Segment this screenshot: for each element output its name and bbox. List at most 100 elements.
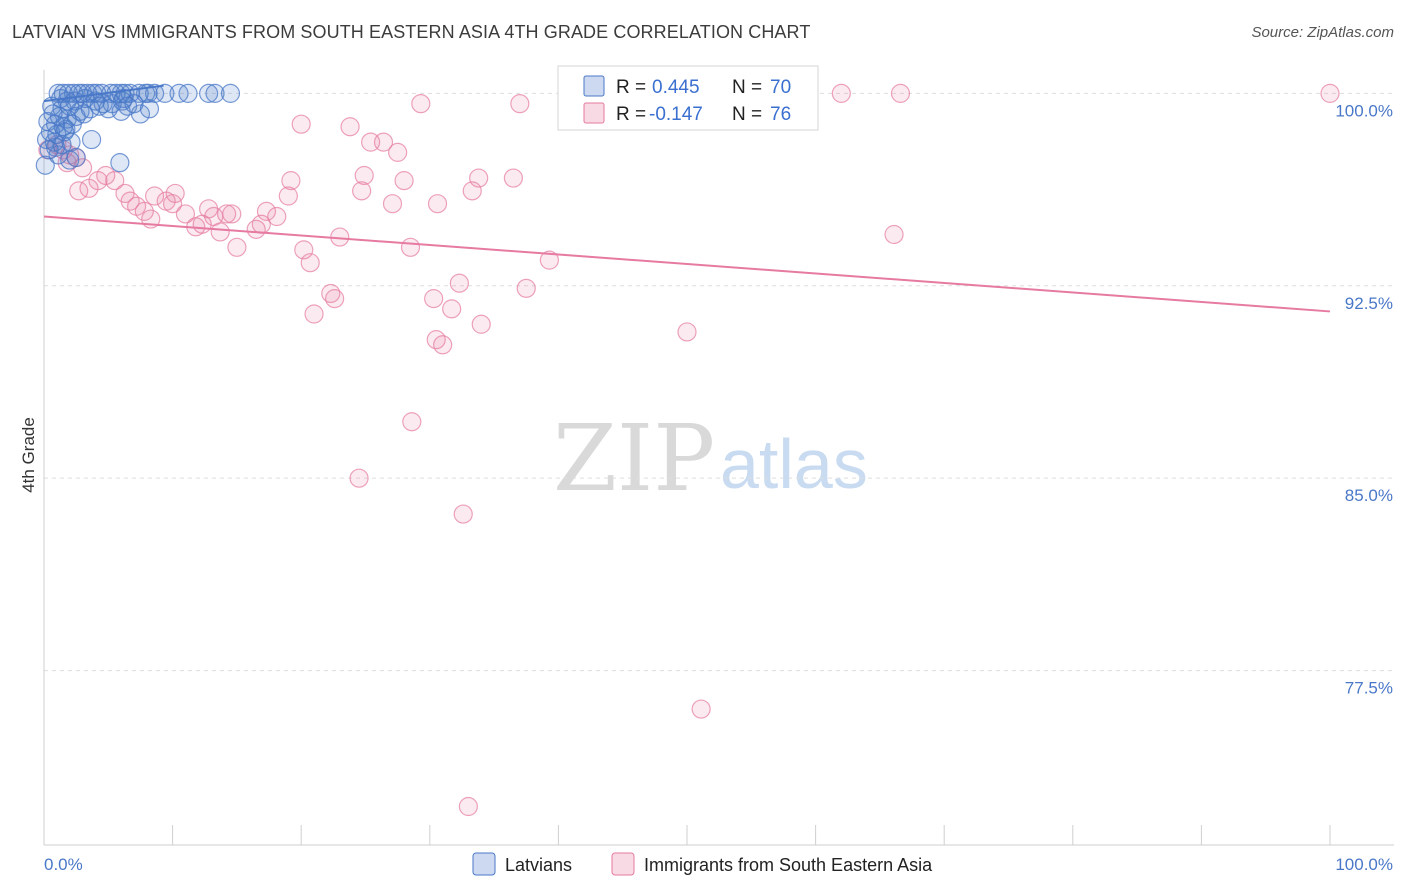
- y-tick-label-2: 85.0%: [1345, 486, 1393, 505]
- legend-swatch-latvians: [583, 75, 605, 97]
- legend-n-label-1: N =: [732, 77, 762, 98]
- immigrants-point-48: [382, 194, 403, 214]
- bottom-legend-swatch-latvians: [472, 852, 496, 876]
- immigrants-point-58: [442, 299, 462, 319]
- watermark-zip: ZIP: [553, 405, 715, 512]
- immigrants-point-52: [402, 412, 422, 432]
- immigrants-point-25: [210, 222, 230, 242]
- immigrants-point-47: [373, 132, 394, 152]
- immigrants-point-14: [134, 201, 154, 221]
- legend-n-label-2: N =: [732, 104, 762, 125]
- immigrants-point-42: [340, 117, 360, 137]
- immigrants-point-40: [325, 289, 345, 309]
- immigrants-point-54: [424, 289, 444, 309]
- immigrants-point-10: [105, 171, 125, 191]
- immigrants-point-60: [453, 504, 473, 524]
- bottom-legend-label-immigrants: Immigrants from South Eastern Asia: [644, 855, 933, 875]
- immigrants-point-70: [458, 796, 478, 817]
- latvians-trendline: [43, 84, 164, 103]
- immigrants-point-35: [291, 114, 311, 134]
- source-label: Source: ZipAtlas.com: [1251, 24, 1394, 41]
- bottom-legend-label-latvians: Latvians: [505, 855, 572, 875]
- immigrants-trendline: [43, 215, 1331, 313]
- latvians-point-62: [66, 147, 86, 168]
- immigrants-point-31: [256, 201, 277, 221]
- immigrants-point-66: [516, 278, 536, 298]
- stats-legend: R = 0.445 N = 70 R = -0.147 N = 76: [557, 65, 819, 131]
- immigrants-point-19: [165, 183, 185, 204]
- immigrants-point-9: [96, 165, 116, 186]
- immigrants-point-45: [354, 165, 374, 186]
- legend-n-value-2: 76: [770, 104, 791, 125]
- immigrants-point-49: [388, 142, 408, 162]
- legend-n-value-1: 70: [770, 77, 791, 98]
- latvians-point-69: [45, 137, 66, 157]
- stats-legend-box: [557, 65, 819, 131]
- chart-title: LATVIAN VS IMMIGRANTS FROM SOUTH EASTERN…: [12, 22, 811, 42]
- series-immigrants-points: [38, 83, 1340, 817]
- latvians-point-63: [110, 153, 130, 173]
- latvians-point-68: [178, 83, 198, 103]
- immigrants-point-33: [278, 186, 298, 206]
- immigrants-point-71: [831, 83, 851, 103]
- immigrants-point-29: [246, 219, 266, 239]
- latvians-point-19: [199, 83, 219, 103]
- immigrants-point-64: [503, 168, 523, 188]
- immigrants-point-34: [281, 171, 301, 191]
- series-legend: Latvians Immigrants from South Eastern A…: [472, 852, 933, 876]
- series-latvians-points: [35, 83, 241, 175]
- axes: [43, 70, 1394, 846]
- gridlines: [44, 92, 1394, 672]
- immigrants-point-39: [321, 283, 341, 304]
- latvians-point-46: [130, 104, 151, 124]
- y-tick-labels: 100.0% 92.5% 85.0% 77.5%: [1335, 101, 1393, 697]
- x-tick-label-1: 100.0%: [1335, 855, 1393, 874]
- immigrants-point-63: [471, 314, 491, 334]
- bottom-legend-swatch-immigrants: [611, 852, 635, 876]
- immigrants-point-12: [120, 191, 140, 211]
- immigrants-point-74: [1320, 83, 1340, 103]
- latvians-point-65: [114, 88, 134, 109]
- immigrants-point-20: [175, 204, 196, 224]
- immigrants-point-32: [267, 206, 287, 227]
- immigrants-point-55: [426, 330, 446, 350]
- immigrants-point-26: [217, 204, 237, 224]
- immigrants-point-38: [304, 304, 324, 324]
- immigrants-point-37: [300, 253, 320, 273]
- immigrants-point-50: [394, 171, 414, 191]
- immigrants-point-27: [222, 204, 242, 224]
- immigrants-point-59: [449, 273, 469, 293]
- latvians-point-64: [35, 155, 55, 175]
- immigrants-point-72: [884, 224, 904, 245]
- immigrants-point-67: [539, 250, 559, 270]
- immigrants-point-62: [469, 168, 489, 188]
- y-tick-label-0: 100.0%: [1335, 101, 1393, 120]
- x-tick-labels: 0.0% 100.0%: [44, 855, 1393, 874]
- legend-r-value-1: 0.445: [652, 77, 700, 98]
- x-tick-label-0: 0.0%: [44, 855, 83, 874]
- y-axis-title: 4th Grade: [19, 417, 38, 493]
- watermark-atlas: atlas: [720, 425, 868, 503]
- y-tick-label-1: 92.5%: [1345, 294, 1393, 313]
- immigrants-point-65: [510, 94, 530, 114]
- latvians-point-21: [220, 83, 241, 103]
- legend-r-value-2: -0.147: [649, 104, 703, 125]
- immigrants-point-43: [352, 181, 372, 201]
- immigrants-point-73: [890, 83, 911, 103]
- latvians-point-39: [139, 99, 160, 119]
- immigrants-point-56: [427, 194, 448, 214]
- immigrants-point-44: [349, 468, 369, 488]
- legend-r-label-1: R =: [616, 77, 646, 98]
- latvians-point-67: [155, 83, 175, 103]
- immigrants-point-75: [69, 181, 89, 201]
- latvians-point-58: [81, 129, 102, 150]
- immigrants-point-28: [227, 237, 247, 257]
- latvians-point-20: [205, 83, 225, 103]
- immigrants-point-57: [433, 335, 453, 355]
- trendlines: [43, 84, 1331, 313]
- immigrants-point-69: [691, 699, 711, 719]
- immigrants-point-53: [411, 94, 431, 114]
- legend-r-label-2: R =: [616, 104, 646, 125]
- immigrants-point-51: [400, 237, 421, 257]
